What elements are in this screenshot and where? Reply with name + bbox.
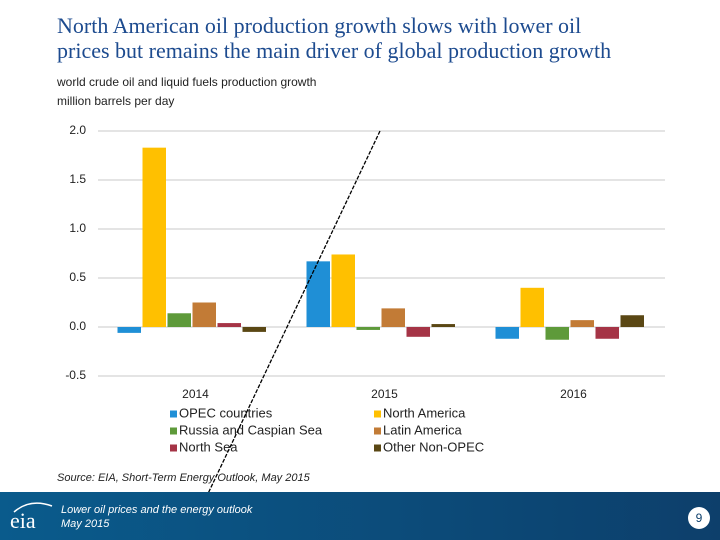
bar: [306, 261, 330, 327]
source: Source: EIA, Short-Term Energy Outlook, …: [57, 472, 311, 484]
title-line: North American oil production growth slo…: [57, 13, 581, 38]
bar: [570, 320, 594, 327]
annotation-line: [185, 130, 381, 540]
bar: [217, 323, 241, 327]
bar: [117, 327, 141, 333]
bar: [331, 254, 355, 327]
page-number: 9: [696, 511, 703, 525]
bar: [167, 313, 191, 327]
bar: [431, 324, 455, 327]
legend-label: Latin America: [383, 422, 463, 437]
footer-date: May 2015: [61, 518, 110, 530]
bar: [242, 327, 266, 332]
footer-title: Lower oil prices and the energy outlook: [61, 504, 253, 516]
title-line: prices but remains the main driver of gl…: [57, 38, 611, 63]
legend-swatch: [374, 427, 381, 435]
page-badge: [688, 507, 710, 529]
subtitle-line: world crude oil and liquid fuels product…: [56, 75, 316, 89]
legend-swatch: [374, 444, 381, 452]
x-tick-label: 2015: [371, 387, 398, 401]
bar: [381, 308, 405, 327]
legend-label: OPEC countries: [179, 405, 273, 420]
footer-bar: [0, 492, 720, 540]
x-tick-label: 2014: [182, 387, 209, 401]
bar: [545, 327, 569, 340]
x-tick-label: 2016: [560, 387, 587, 401]
bar: [520, 287, 544, 327]
bar: [495, 327, 519, 339]
logo-swoosh: [13, 502, 53, 513]
y-tick-label: -0.5: [65, 368, 86, 382]
legend-label: Russia and Caspian Sea: [179, 422, 323, 437]
y-tick-label: 1.5: [69, 172, 86, 186]
y-tick-label: 0.0: [69, 319, 86, 333]
plot: 2.0 1.5 1.0 0.5 0.0 -0.5 2014 2015 2016 OPEC coun…: [65, 123, 665, 454]
bar: [192, 302, 216, 327]
legend-swatch: [170, 444, 177, 452]
legend-swatch: [170, 427, 177, 435]
y-tick-label: 2.0: [69, 123, 86, 137]
bar: [595, 327, 619, 339]
y-tick-label: 1.0: [69, 221, 86, 235]
bar: [620, 315, 644, 327]
bar: [142, 147, 166, 327]
legend-swatch: [374, 410, 381, 418]
legend-swatch: [170, 410, 177, 418]
legend-label: North Sea: [179, 439, 238, 454]
bar: [406, 327, 430, 337]
y-tick-label: 0.5: [69, 270, 86, 284]
legend-label: Other Non-OPEC: [383, 439, 484, 454]
subtitle-line: million barrels per day: [57, 94, 174, 108]
bar: [356, 327, 380, 330]
legend-label: North America: [383, 405, 466, 420]
